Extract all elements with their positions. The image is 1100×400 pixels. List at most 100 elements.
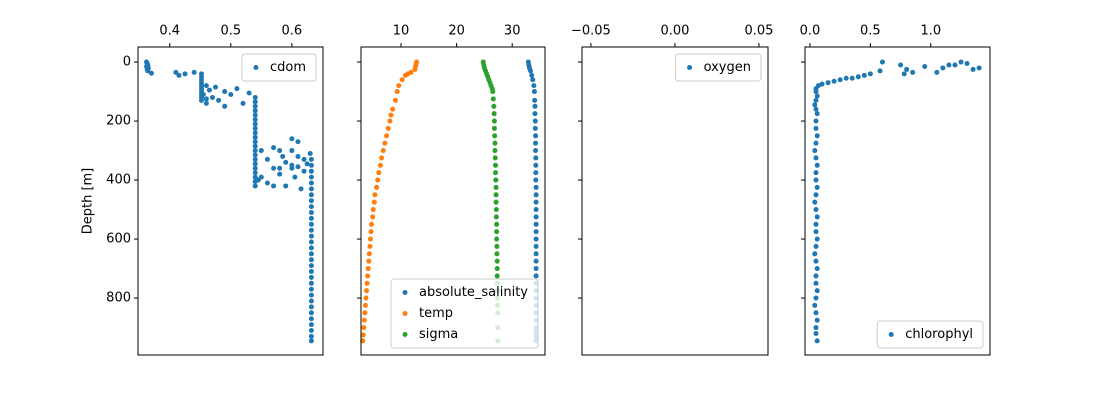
point (289, 136, 295, 142)
point (295, 139, 301, 145)
point (364, 280, 370, 286)
point (494, 266, 500, 272)
point (252, 117, 258, 123)
point (533, 236, 539, 242)
point (528, 68, 534, 74)
point (964, 61, 970, 67)
point (308, 204, 314, 210)
point (490, 96, 496, 102)
y-axis-label: Depth [m] (81, 168, 96, 235)
point (271, 145, 277, 151)
legend: cdom (241, 53, 317, 82)
point (814, 111, 820, 117)
point (361, 317, 367, 323)
point (191, 69, 197, 75)
point (252, 165, 258, 171)
point (277, 148, 283, 154)
point (307, 151, 313, 157)
point (910, 69, 916, 75)
point (399, 77, 405, 83)
point (222, 89, 228, 95)
point (252, 152, 258, 158)
point (301, 156, 307, 162)
point (813, 310, 819, 316)
point (308, 274, 314, 280)
axes-frame (581, 46, 769, 356)
point (308, 233, 314, 239)
point (493, 162, 499, 168)
point (385, 125, 391, 131)
point (255, 177, 261, 183)
point (366, 251, 372, 257)
point (308, 221, 314, 227)
point (813, 243, 819, 249)
point (412, 66, 418, 72)
y-tick-label: 400 (106, 173, 131, 188)
legend-label: chlorophyl (905, 327, 973, 342)
legend-label: sigma (419, 327, 458, 342)
point (308, 227, 314, 233)
point (394, 89, 400, 95)
point (377, 162, 383, 168)
legend-frame (876, 320, 984, 349)
y-tick-label: 200 (106, 114, 131, 129)
legend-label: cdom (270, 60, 306, 75)
point (934, 69, 940, 75)
point (148, 70, 154, 76)
x-tick-label: 10 (393, 24, 410, 39)
point (531, 83, 537, 89)
point (532, 118, 538, 124)
point (877, 68, 883, 74)
point (295, 153, 301, 159)
point (380, 148, 386, 154)
point (198, 97, 204, 103)
legend-label: temp (419, 306, 453, 321)
point (533, 229, 539, 235)
x-tick-label: 0.00 (660, 24, 689, 39)
point (529, 72, 535, 78)
point (365, 266, 371, 272)
point (365, 273, 371, 279)
point (813, 89, 819, 95)
axes-frame (804, 46, 991, 356)
point (532, 111, 538, 117)
point (814, 236, 820, 242)
point (533, 170, 539, 176)
point (901, 71, 907, 77)
point (530, 77, 536, 83)
point (362, 310, 368, 316)
point (813, 170, 819, 176)
point (252, 121, 258, 127)
point (879, 59, 885, 65)
point (308, 210, 314, 216)
point (533, 177, 539, 183)
point (533, 162, 539, 168)
point (812, 302, 818, 308)
point (252, 170, 258, 176)
point (258, 148, 264, 154)
point (280, 153, 286, 159)
subplot: 0.0 0.5 1.0 chlorophyl (800, 24, 991, 356)
point (209, 94, 215, 100)
legend-marker (253, 65, 259, 70)
point (492, 133, 498, 139)
point (308, 215, 314, 221)
point (308, 174, 314, 180)
point (252, 125, 258, 131)
point (200, 91, 206, 97)
point (252, 99, 258, 105)
point (533, 155, 539, 161)
point (493, 177, 499, 183)
legend-marker (888, 332, 894, 337)
point (898, 62, 904, 68)
point (970, 66, 976, 72)
point (369, 221, 375, 227)
point (813, 106, 819, 112)
x-tick-label: 0.6 (282, 24, 303, 39)
point (375, 177, 381, 183)
y-tick-label: 0 (123, 55, 131, 70)
point (182, 71, 188, 77)
point (533, 258, 539, 264)
legend: chlorophyl (876, 320, 984, 349)
